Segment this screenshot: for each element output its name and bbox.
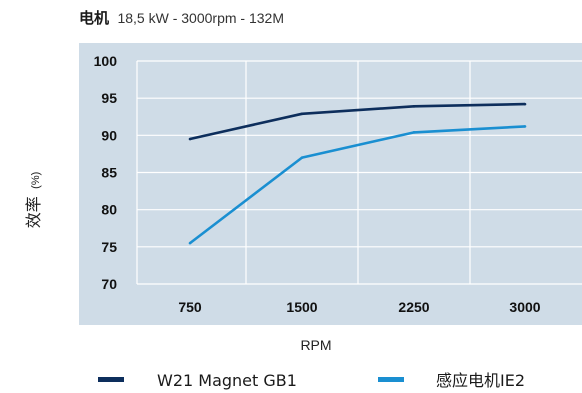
- y-tick-label: 90: [101, 127, 117, 143]
- data-point: [523, 102, 527, 106]
- x-tick-label: 3000: [509, 299, 540, 315]
- legend-swatch-w21-magnet: [98, 377, 124, 382]
- data-point: [412, 105, 416, 108]
- y-tick-label: 95: [101, 90, 117, 106]
- x-axis-label: RPM: [300, 337, 331, 353]
- legend-label-induction-motor: 感应电机IE2: [436, 371, 525, 390]
- chart-subtitle: 18,5 kW - 3000rpm - 132M: [117, 10, 284, 26]
- series-line-1: [189, 125, 526, 245]
- legend-label-w21-magnet: W21 Magnet GB1: [157, 371, 297, 390]
- y-tick-label: 100: [94, 53, 118, 69]
- y-axis-ticks: 100 95 90 85 80 75 70: [94, 53, 118, 292]
- y-tick-label: 80: [101, 202, 117, 218]
- data-point: [188, 241, 192, 245]
- data-point: [188, 137, 192, 141]
- x-tick-label: 1500: [286, 299, 317, 315]
- data-point: [523, 125, 527, 128]
- plot-area: [79, 43, 582, 325]
- series-line-0: [189, 102, 526, 141]
- x-tick-label: 750: [178, 299, 202, 315]
- y-tick-label: 75: [101, 239, 117, 255]
- legend: W21 Magnet GB1 感应电机IE2: [98, 371, 525, 390]
- y-axis-label-unit: (%): [30, 172, 42, 189]
- data-point: [300, 112, 304, 116]
- y-axis-label: 效率 (%): [24, 172, 43, 229]
- data-point: [300, 156, 304, 159]
- y-tick-label: 70: [101, 276, 117, 292]
- x-tick-label: 2250: [398, 299, 429, 315]
- series-lines: [188, 102, 527, 245]
- data-point: [412, 131, 416, 134]
- y-axis-label-main: 效率: [24, 196, 43, 228]
- chart-title: 电机 18,5 kW - 3000rpm - 132M: [79, 9, 284, 27]
- y-tick-label: 85: [101, 165, 117, 181]
- chart-title-main: 电机: [79, 9, 109, 27]
- legend-swatch-induction-motor: [378, 377, 404, 382]
- x-axis-ticks: 750 1500 2250 3000: [178, 299, 540, 315]
